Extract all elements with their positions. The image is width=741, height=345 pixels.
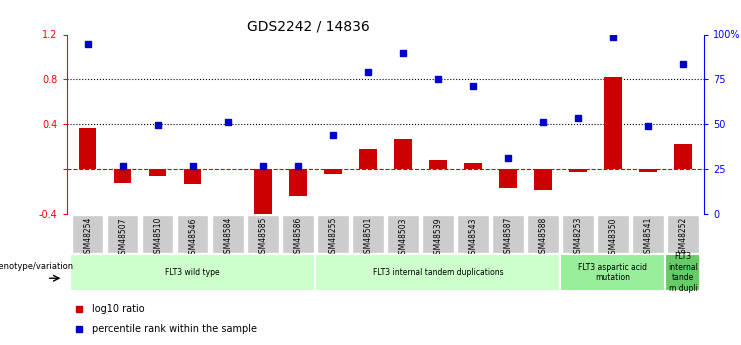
Bar [254,169,271,223]
Text: GSM48585: GSM48585 [259,217,268,258]
Text: GSM48546: GSM48546 [188,217,197,258]
Text: GSM48252: GSM48252 [679,217,688,258]
Bar [359,149,376,169]
FancyBboxPatch shape [562,215,594,253]
Title: GDS2242 / 14836: GDS2242 / 14836 [247,19,370,33]
Text: GSM48586: GSM48586 [293,217,302,258]
Text: GSM48254: GSM48254 [83,217,92,258]
Bar [149,169,167,176]
FancyBboxPatch shape [422,215,453,253]
Text: GSM48510: GSM48510 [153,217,162,258]
Text: GSM48507: GSM48507 [119,217,127,258]
Bar [114,169,131,183]
Text: FLT3 wild type: FLT3 wild type [165,268,220,277]
Bar [534,169,551,190]
Bar [184,169,202,184]
Bar [499,169,516,188]
FancyBboxPatch shape [527,215,559,253]
Text: percentile rank within the sample: percentile rank within the sample [92,325,257,334]
Text: GSM48350: GSM48350 [608,217,617,258]
Text: FLT3 internal tandem duplications: FLT3 internal tandem duplications [373,268,503,277]
Text: log10 ratio: log10 ratio [92,304,144,314]
Text: GSM48543: GSM48543 [468,217,477,258]
FancyBboxPatch shape [142,215,173,253]
FancyBboxPatch shape [457,215,488,253]
Bar [79,128,96,169]
Bar [394,139,411,169]
Bar [429,160,447,169]
FancyBboxPatch shape [72,215,104,253]
Text: GSM48255: GSM48255 [328,217,337,258]
Text: GSM48541: GSM48541 [643,217,652,258]
Bar [324,169,342,174]
FancyBboxPatch shape [317,215,348,253]
FancyBboxPatch shape [315,254,560,291]
Text: GSM48588: GSM48588 [539,217,548,258]
Text: GSM48539: GSM48539 [433,217,442,258]
FancyBboxPatch shape [667,215,699,253]
Text: FLT3
internal
tande
m dupli: FLT3 internal tande m dupli [668,253,698,293]
FancyBboxPatch shape [282,215,313,253]
FancyBboxPatch shape [352,215,384,253]
Bar [464,164,482,169]
FancyBboxPatch shape [387,215,419,253]
Bar [639,169,657,172]
Bar [604,77,622,169]
Bar [569,169,587,172]
Text: GSM48501: GSM48501 [363,217,372,258]
FancyBboxPatch shape [492,215,524,253]
Bar [289,169,307,196]
FancyBboxPatch shape [665,254,700,291]
FancyBboxPatch shape [632,215,664,253]
FancyBboxPatch shape [70,254,315,291]
Text: FLT3 aspartic acid
mutation: FLT3 aspartic acid mutation [579,263,648,282]
FancyBboxPatch shape [247,215,279,253]
Text: GSM48253: GSM48253 [574,217,582,258]
Bar [674,145,691,169]
FancyBboxPatch shape [177,215,208,253]
FancyBboxPatch shape [107,215,139,253]
FancyBboxPatch shape [597,215,628,253]
FancyBboxPatch shape [212,215,244,253]
Text: GSM48503: GSM48503 [399,217,408,258]
Text: genotype/variation: genotype/variation [0,262,73,272]
FancyBboxPatch shape [560,254,665,291]
Text: GSM48584: GSM48584 [223,217,232,258]
Text: GSM48587: GSM48587 [503,217,512,258]
